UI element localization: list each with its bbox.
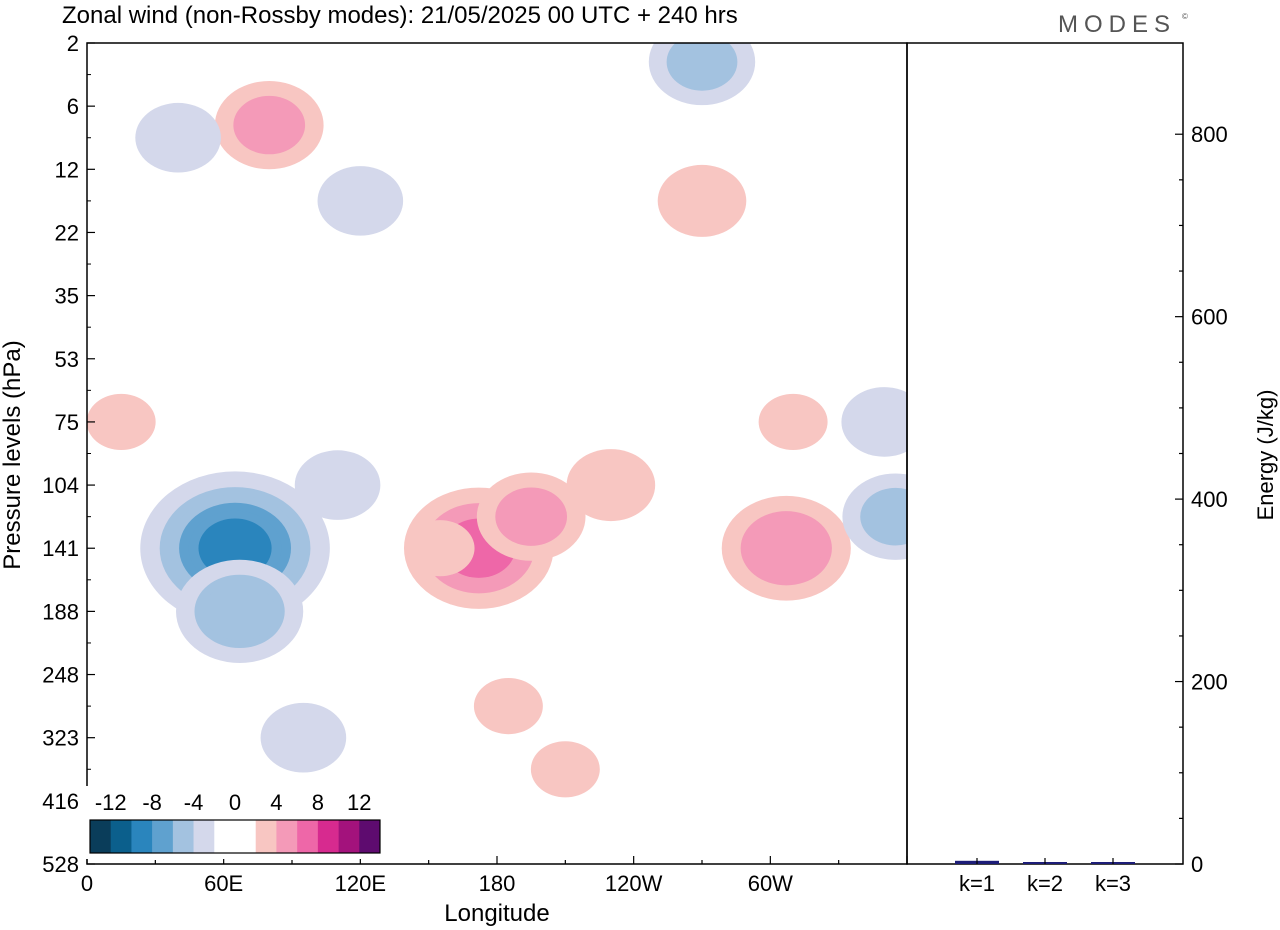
brand-logo: MODES xyxy=(1058,11,1176,38)
colorbar-swatch xyxy=(214,820,236,853)
y-tick-label: 188 xyxy=(42,599,79,624)
contour-band-10-1 xyxy=(87,393,156,450)
y-axis-label: Pressure levels (hPa) xyxy=(0,340,26,569)
contour-band-15-2 xyxy=(860,487,907,546)
y-tick-label: 104 xyxy=(42,473,79,498)
contour-band-4-3 xyxy=(495,487,568,546)
y-tick-label: 6 xyxy=(67,94,79,119)
y-tick-label: 416 xyxy=(42,789,79,814)
energy-tick-label: 800 xyxy=(1191,122,1228,147)
y-tick-label: 12 xyxy=(55,157,79,182)
bar-category-label: k=2 xyxy=(1027,871,1063,896)
contour-band-8-3 xyxy=(233,95,306,155)
contour-band-6-2 xyxy=(575,456,647,514)
x-tick-label: 120W xyxy=(605,871,663,896)
contour-band-9-2 xyxy=(666,172,738,230)
y-tick-label: 75 xyxy=(55,410,79,435)
x-tick-label: 0 xyxy=(81,871,93,896)
contour-band-19-1 xyxy=(530,741,600,798)
longitude-axis: 0 60E 120E 180 120W 60W xyxy=(81,856,908,896)
colorbar-swatch xyxy=(90,820,112,853)
energy-plot-frame xyxy=(906,42,1184,865)
colorbar-swatch xyxy=(297,820,319,853)
contour-band-18-1 xyxy=(405,520,475,577)
x-tick-label: 120E xyxy=(335,871,386,896)
energy-tick-label: 200 xyxy=(1191,670,1228,695)
energy-axis: 0 200 400 600 800 xyxy=(1175,122,1228,877)
colorbar-swatch xyxy=(276,820,298,853)
y-tick-label: 22 xyxy=(55,220,79,245)
colorbar-swatch xyxy=(152,820,174,853)
contour-band-17-1 xyxy=(303,456,373,514)
contour-band-7-4 xyxy=(750,518,823,578)
colorbar-swatch xyxy=(172,820,194,853)
colorbar-label: -12 xyxy=(95,790,127,815)
contour-band-1-3 xyxy=(203,582,276,641)
energy-tick-label: 400 xyxy=(1191,487,1228,512)
energy-bars: k=1 k=2 k=3 xyxy=(955,858,1135,896)
contour-band-16-1 xyxy=(849,393,907,450)
x-tick-label: 180 xyxy=(479,871,516,896)
colorbar: -12 -8 -4 0 4 8 12 xyxy=(86,786,384,859)
y-tick-label: 53 xyxy=(55,347,79,372)
contour-band-5-1 xyxy=(473,678,543,735)
main-plot-frame xyxy=(86,42,908,865)
bar-category-label: k=3 xyxy=(1095,871,1131,896)
colorbar-swatch xyxy=(255,820,277,853)
colorbar-swatch xyxy=(131,820,153,853)
chart-title: Zonal wind (non-Rossby modes): 21/05/202… xyxy=(62,2,738,29)
x-axis-label: Longitude xyxy=(444,900,549,927)
y-tick-label: 35 xyxy=(55,284,79,309)
colorbar-swatch xyxy=(317,820,339,853)
x-tick-label: 60W xyxy=(748,871,793,896)
contour-field xyxy=(87,43,907,798)
colorbar-swatch xyxy=(235,820,257,853)
y-tick-label: 2 xyxy=(67,31,79,56)
contour-band-12-1 xyxy=(143,109,213,166)
colorbar-frame xyxy=(89,819,381,854)
energy-axis-label: Energy (J/kg) xyxy=(1253,390,1278,521)
y-tick-label: 323 xyxy=(42,726,79,751)
colorbar-label: -4 xyxy=(184,790,204,815)
energy-tick-label: 0 xyxy=(1191,852,1203,877)
x-tick-label: 60E xyxy=(204,871,243,896)
colorbar-swatch xyxy=(338,820,360,853)
brand-mark: © xyxy=(1182,12,1188,21)
colorbar-swatch xyxy=(193,820,215,853)
colorbar-label: 12 xyxy=(347,790,371,815)
colorbar-label: -8 xyxy=(142,790,162,815)
y-tick-label: 528 xyxy=(42,852,79,877)
pressure-axis: 2 6 12 22 35 53 75 104 141 188 248 323 416 528 xyxy=(42,31,95,877)
contour-band-14-2 xyxy=(666,43,738,91)
colorbar-label: 8 xyxy=(312,790,324,815)
colorbar-swatch xyxy=(359,820,381,853)
contour-band-11-1 xyxy=(758,393,828,451)
y-tick-label: 141 xyxy=(42,536,79,561)
energy-tick-label: 600 xyxy=(1191,305,1228,330)
colorbar-swatch xyxy=(110,820,132,853)
colorbar-label: 4 xyxy=(270,790,282,815)
colorbar-label: 0 xyxy=(229,790,241,815)
y-tick-label: 248 xyxy=(42,663,79,688)
contour-band-2-1 xyxy=(268,709,338,766)
contour-band-13-1 xyxy=(325,172,395,229)
bar-category-label: k=1 xyxy=(959,871,995,896)
